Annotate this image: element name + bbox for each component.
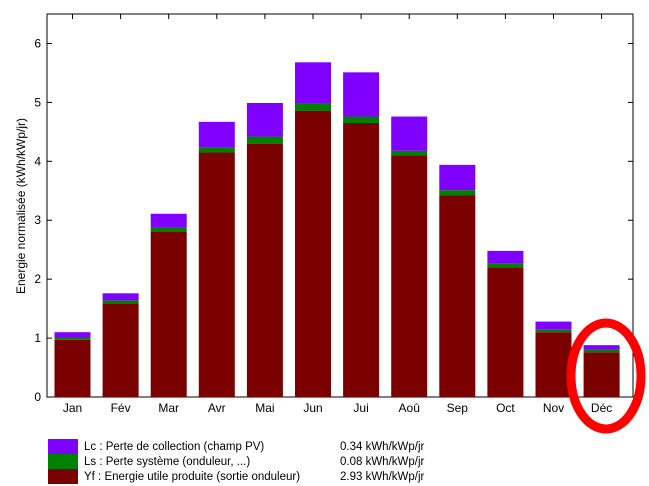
plot-frame bbox=[46, 13, 634, 398]
bar-lc-5 bbox=[295, 62, 331, 104]
y-tick-label: 2 bbox=[34, 272, 41, 286]
x-tick-label: Jun bbox=[303, 401, 322, 415]
bar-lc-4 bbox=[246, 102, 283, 137]
legend-item-yf: Yf : Energie utile produite (sortie ondu… bbox=[48, 469, 424, 484]
bar-ls-5 bbox=[295, 103, 331, 111]
bar-yf-2 bbox=[150, 232, 187, 397]
bar-ls-2 bbox=[150, 227, 187, 233]
legend-swatch bbox=[48, 469, 78, 484]
bar-lc-10 bbox=[535, 321, 572, 330]
bar-ls-3 bbox=[198, 147, 235, 153]
x-tick-label: Nov bbox=[543, 401, 564, 415]
x-tick-labels: Jan Fév Mar Avr Mai Jun Jui Aoû Sep Oct Nov Déc bbox=[63, 401, 612, 415]
bar-yf-9 bbox=[487, 267, 524, 397]
bar-lc-3 bbox=[198, 121, 235, 148]
bar-ls-6 bbox=[343, 116, 380, 124]
bar-yf-7 bbox=[391, 155, 428, 397]
y-axis-label: Energie normalisée (kWh/kWp/jr) bbox=[14, 118, 28, 294]
legend-value: 2.93 kWh/kWp/jr bbox=[340, 470, 425, 483]
x-tick-label: Mar bbox=[158, 401, 179, 415]
bar-yf-4 bbox=[246, 143, 283, 397]
legend-label: Lc : Perte de collection (champ PV) bbox=[84, 440, 265, 453]
x-tick-label: Déc bbox=[591, 401, 612, 415]
x-tick-label: Oct bbox=[496, 401, 515, 415]
legend-item-ls: Ls : Perte système (onduleur, ...) 0.08 k… bbox=[48, 454, 424, 469]
legend-label: Yf : Energie utile produite (sortie ondu… bbox=[84, 470, 301, 483]
x-tick-label: Avr bbox=[208, 401, 226, 415]
y-tick-label: 1 bbox=[34, 331, 41, 345]
bar-yf-10 bbox=[535, 332, 572, 397]
highlight-ellipse bbox=[566, 318, 646, 434]
bar-ls-9 bbox=[487, 263, 524, 268]
bar-ls-1 bbox=[102, 300, 139, 304]
bar-lc-6 bbox=[343, 72, 380, 117]
legend-swatch bbox=[48, 454, 78, 469]
x-tick-label: Jui bbox=[353, 401, 368, 415]
legend-swatch bbox=[48, 439, 78, 454]
bar-stacks bbox=[54, 62, 620, 397]
bar-yf-5 bbox=[295, 110, 331, 397]
bar-ls-8 bbox=[439, 190, 476, 196]
bar-yf-1 bbox=[102, 303, 139, 397]
bar-lc-0 bbox=[54, 332, 91, 338]
x-tick-label: Sep bbox=[447, 401, 469, 415]
bar-lc-1 bbox=[102, 293, 139, 301]
bar-ls-10 bbox=[535, 329, 572, 333]
x-tick-label: Fév bbox=[111, 401, 131, 415]
bar-lc-11 bbox=[583, 345, 620, 350]
bar-lc-8 bbox=[439, 164, 476, 191]
x-tick-label: Jan bbox=[63, 401, 82, 415]
legend-item-lc: Lc : Perte de collection (champ PV) 0.34 … bbox=[48, 439, 424, 454]
y-tick-label: 6 bbox=[34, 36, 41, 50]
x-tick-label: Mai bbox=[255, 401, 274, 415]
legend-value: 0.08 kWh/kWp/jr bbox=[340, 455, 425, 468]
bar-ls-11 bbox=[583, 349, 620, 353]
y-tick-labels: 0 1 2 3 4 5 6 bbox=[34, 36, 41, 404]
legend-value: 0.34 kWh/kWp/jr bbox=[340, 440, 425, 453]
bar-ls-7 bbox=[391, 150, 428, 156]
y-tick-label: 4 bbox=[34, 154, 41, 168]
bar-lc-7 bbox=[391, 116, 428, 151]
x-tick-label: Aoû bbox=[399, 401, 420, 415]
bar-lc-2 bbox=[150, 213, 187, 228]
y-tick-label: 5 bbox=[34, 95, 41, 109]
bar-yf-11 bbox=[583, 352, 620, 397]
y-tick-label: 3 bbox=[34, 213, 41, 227]
bar-yf-8 bbox=[439, 195, 476, 397]
legend-label: Ls : Perte système (onduleur, ...) bbox=[84, 455, 251, 468]
bar-lc-9 bbox=[487, 250, 524, 264]
bar-yf-0 bbox=[54, 339, 91, 397]
y-tick-label: 0 bbox=[34, 390, 41, 404]
bar-yf-3 bbox=[198, 152, 235, 397]
bar-yf-6 bbox=[343, 123, 380, 397]
bar-ls-0 bbox=[54, 337, 91, 340]
bar-ls-4 bbox=[246, 136, 283, 144]
